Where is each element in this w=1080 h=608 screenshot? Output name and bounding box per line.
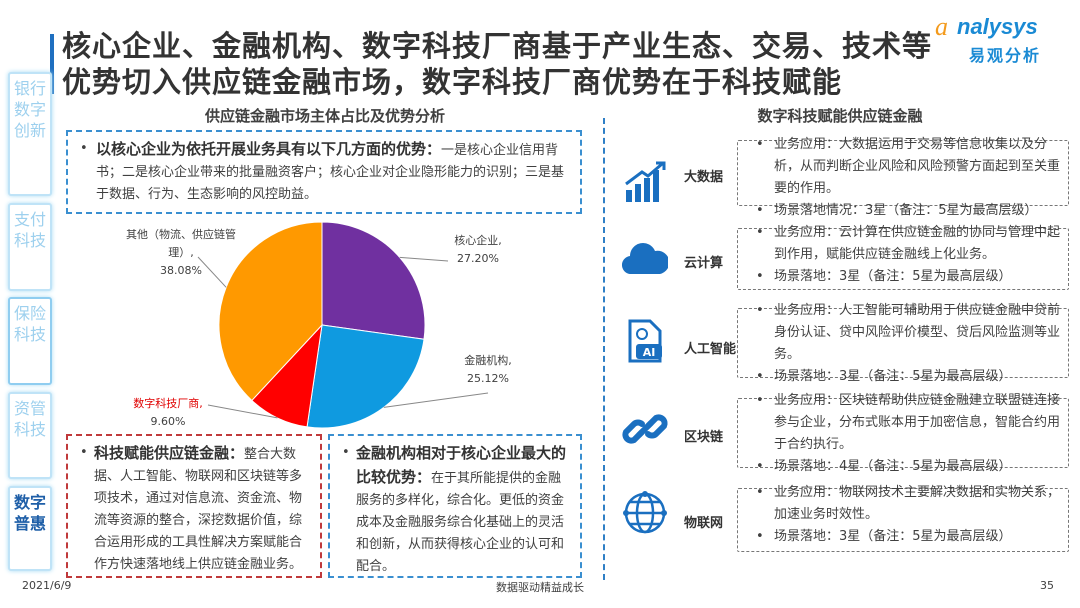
- pie-value-finance: 25.12%: [467, 372, 509, 385]
- tech-row-ai: AI 人工智能 业务应用：人工智能可辅助用于供应链金融中贷前身份认证、贷中风险评…: [612, 300, 1072, 390]
- bullet: •: [80, 445, 88, 460]
- footer-date: 2021/6/9: [22, 579, 72, 592]
- tech-items: 业务应用：大数据运用于交易等信息收集以及分析，从而判断企业风险和风险预警方面起到…: [752, 134, 1072, 222]
- ai-icon-text: AI: [643, 346, 656, 359]
- item-scene: 场景落地：3星（备注：5星为最高层级）: [752, 266, 1072, 288]
- title-accent-bar: [50, 34, 54, 94]
- tech-items: 业务应用：人工智能可辅助用于供应链金融中贷前身份认证、贷中风险评价模型、贷后风险…: [752, 300, 1072, 388]
- pie-label-tech-name: 数字科技厂商,: [133, 397, 203, 410]
- left-heading: 供应链金融市场主体占比及优势分析: [204, 107, 445, 125]
- item-scene: 场景落地：3星（备注：5星为最高层级）: [752, 366, 1072, 388]
- tech-label: 云计算: [684, 256, 724, 271]
- tech-items: 业务应用：云计算在供应链金融的协同与管理中起到作用，赋能供应链金融线上化业务。场…: [752, 222, 1072, 288]
- section-divider: [603, 118, 605, 580]
- tech-label: 人工智能: [684, 342, 737, 357]
- box-bold: 科技赋能供应链金融：: [94, 444, 245, 462]
- item-scene: 场景落地：3星（备注：5星为最高层级）: [752, 526, 1072, 548]
- core-enterprise-advantage-box: • 以核心企业为依托开展业务具有以下几方面的优势：一是核心企业信用背书；二是核心…: [66, 130, 582, 214]
- tech-items: 业务应用：物联网技术主要解决数据和实物关系，加速业务时效性。场景落地：3星（备注…: [752, 482, 1072, 548]
- item-application: 业务应用：物联网技术主要解决数据和实物关系，加速业务时效性。: [752, 482, 1072, 526]
- tech-label: 大数据: [684, 170, 724, 185]
- item-application: 业务应用：人工智能可辅助用于供应链金融中贷前身份认证、贷中风险评价模型、贷后风险…: [752, 300, 1072, 366]
- item-scene: 场景落地：4星（备注：5星为最高层级）: [752, 456, 1072, 478]
- sidebar-tab-bank[interactable]: 银行数字创新: [8, 72, 52, 196]
- finance-institution-box: • 金融机构相对于核心企业最大的比较优势：在于其所能提供的金融服务的多样化，综合…: [328, 434, 582, 578]
- pie-leader-line: [399, 256, 449, 262]
- pie-label-finance-name: 金融机构,: [464, 354, 512, 367]
- item-scene: 场景落地情况：3星（备注：5星为最高层级）: [752, 200, 1072, 222]
- tech-label: 物联网: [684, 516, 724, 531]
- tech-row-blockchain: 区块链 业务应用：区块链帮助供应链金融建立联盟链连接参与企业，分布式账本用于加密…: [612, 390, 1072, 480]
- globe-network-icon: [623, 491, 667, 534]
- box-text: 整合大数据、人工智能、物联网和区块链等多项技术，通过对信息流、资金流、物流等资源…: [94, 447, 303, 572]
- bar-chart-growth-icon: [625, 161, 666, 202]
- tech-items: 业务应用：区块链帮助供应链金融建立联盟链连接参与企业，分布式账本用于加密信息，智…: [752, 390, 1072, 478]
- pie-slice-core: [321, 221, 426, 340]
- pie-slice-other: [218, 221, 323, 402]
- logo-cn: 易观分析: [969, 46, 1042, 65]
- footer-page-number: 35: [1040, 579, 1054, 592]
- box-text: 一是核心企业信用背书；二是核心企业带来的批量融资客户；核心企业对企业隐形能力的识…: [96, 143, 565, 202]
- ai-document-icon: AI: [628, 319, 662, 363]
- sidebar-tab-payment[interactable]: 支付科技: [8, 203, 52, 291]
- page-title: 核心企业、金融机构、数字科技厂商基于产业生态、交易、技术等优势切入供应链金融市场…: [62, 29, 933, 99]
- tech-row-cloud: 云计算 业务应用：云计算在供应链金融的协同与管理中起到作用，赋能供应链金融线上化…: [612, 222, 1072, 302]
- pie-leader-line: [197, 256, 227, 288]
- bullet: •: [80, 141, 88, 156]
- tech-row-iot: 物联网 业务应用：物联网技术主要解决数据和实物关系，加速业务时效性。场景落地：3…: [612, 482, 1072, 562]
- logo-en: nalysys: [957, 14, 1038, 39]
- sidebar-tab-asset-mgmt[interactable]: 资管科技: [8, 392, 52, 479]
- footer-slogan: 数据驱动精益成长: [496, 581, 584, 594]
- right-heading: 数字科技赋能供应链金融: [757, 107, 923, 125]
- pie-leader-line: [383, 392, 489, 408]
- pie-label-other-name: 其他（物流、供应链管理）,: [126, 228, 236, 259]
- analysys-logo: a nalysys 易观分析: [935, 12, 1065, 65]
- pie-leader-line: [207, 404, 278, 419]
- pie-value-other: 38.08%: [160, 264, 202, 277]
- logo-a-glyph: a: [935, 12, 948, 41]
- box-text: 在于其所能提供的金融服务的多样化，综合化。更低的资金成本及金融服务综合化基础上的…: [356, 471, 565, 574]
- pie-label-core: 核心企业, 27.20%: [448, 232, 508, 268]
- pie-chart: [197, 221, 489, 429]
- tech-label: 区块链: [684, 430, 724, 445]
- pie-label-other: 其他（物流、供应链管理）, 38.08%: [126, 226, 236, 280]
- tech-row-bigdata: 大数据 业务应用：大数据运用于交易等信息收集以及分析，从而判断企业风险和风险预警…: [612, 134, 1072, 222]
- box-bold: 金融机构相对于核心企业最大的比较优势：: [356, 444, 567, 486]
- box-bold: 以核心企业为依托开展业务具有以下几方面的优势：: [96, 140, 442, 158]
- pie-value-tech: 9.60%: [150, 415, 186, 428]
- cloud-icon: [622, 243, 668, 275]
- sidebar-tab-inclusive[interactable]: 数字普惠: [8, 486, 52, 571]
- pie-slice-finance: [306, 324, 425, 429]
- item-application: 业务应用：云计算在供应链金融的协同与管理中起到作用，赋能供应链金融线上化业务。: [752, 222, 1072, 266]
- pie-label-core-name: 核心企业,: [454, 234, 502, 247]
- item-application: 业务应用：大数据运用于交易等信息收集以及分析，从而判断企业风险和风险预警方面起到…: [752, 134, 1072, 200]
- pie-label-finance: 金融机构, 25.12%: [458, 352, 518, 388]
- bullet: •: [342, 445, 350, 460]
- chain-link-icon: [622, 414, 668, 444]
- pie-label-tech: 数字科技厂商, 9.60%: [128, 395, 208, 431]
- pie-value-core: 27.20%: [457, 252, 499, 265]
- sidebar-tab-insurance[interactable]: 保险科技: [8, 297, 52, 385]
- tech-empower-box: • 科技赋能供应链金融：整合大数据、人工智能、物联网和区块链等多项技术，通过对信…: [66, 434, 322, 578]
- item-application: 业务应用：区块链帮助供应链金融建立联盟链连接参与企业，分布式账本用于加密信息，智…: [752, 390, 1072, 456]
